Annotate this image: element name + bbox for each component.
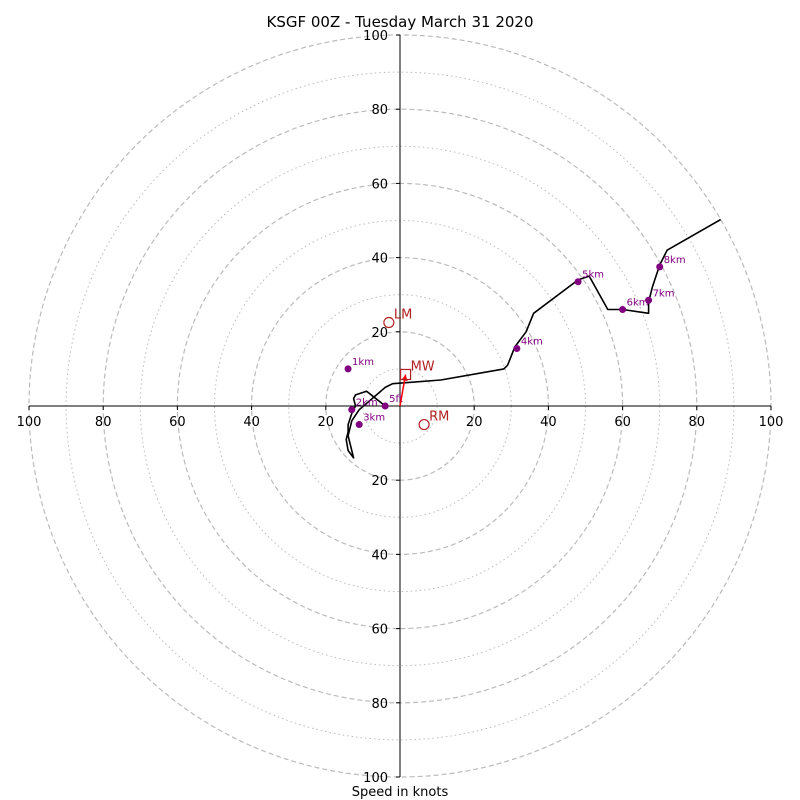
storm-motion-label: LM <box>394 308 412 323</box>
height-marker <box>656 263 664 271</box>
y-tick-label: 80 <box>371 103 388 118</box>
x-tick-label: 100 <box>759 415 784 430</box>
height-marker-label: 6km <box>627 298 649 309</box>
height-marker-label: 3km <box>363 413 385 424</box>
x-tick-label: 80 <box>689 415 706 430</box>
height-marker <box>513 344 521 352</box>
y-tick-label: 80 <box>371 697 388 712</box>
height-marker-label: 4km <box>521 336 543 347</box>
height-marker-label: 7km <box>653 288 675 299</box>
x-tick-label: 40 <box>540 415 557 430</box>
storm-motion-label: RM <box>429 410 449 425</box>
height-marker-label: 1km <box>352 357 374 368</box>
y-tick-label: 40 <box>371 252 388 267</box>
height-marker <box>355 421 363 429</box>
height-marker <box>574 278 582 286</box>
x-tick-label: 60 <box>169 415 186 430</box>
height-marker <box>645 296 653 304</box>
height-marker <box>348 406 356 414</box>
y-tick-label: 60 <box>371 177 388 192</box>
mean-wind-arrowhead <box>401 374 408 382</box>
x-tick-label: 100 <box>17 415 42 430</box>
storm-motion-markers: LM RM MW <box>383 308 449 431</box>
x-axis-label: Speed in knots <box>352 785 449 800</box>
x-tick-label: 80 <box>95 415 112 430</box>
axis-tick-labels: 100 80 60 40 20 20 40 60 80 100 100 80 60 40 20 20 40 60 8… <box>17 29 784 786</box>
height-markers: 5ft 1km 2km 3km 4km 5km 6km 7km 8km <box>344 255 686 429</box>
y-tick-label: 40 <box>371 548 388 563</box>
chart-title: KSGF 00Z - Tuesday March 31 2020 <box>266 13 533 31</box>
y-tick-label: 20 <box>371 326 388 341</box>
height-marker-label: 2km <box>356 398 378 409</box>
height-marker <box>344 365 352 373</box>
y-tick-label: 100 <box>363 29 388 44</box>
wind-trace-line <box>345 190 771 459</box>
y-tick-label: 20 <box>371 474 388 489</box>
y-tick-label: 100 <box>363 771 388 786</box>
height-marker-label: 8km <box>664 255 686 266</box>
height-marker-label: 5km <box>582 270 604 281</box>
x-tick-label: 40 <box>243 415 260 430</box>
height-marker-label: 5ft <box>389 394 403 405</box>
storm-motion-label: MW <box>411 359 435 374</box>
x-tick-label: 20 <box>466 415 483 430</box>
mean-wind-marker <box>399 368 412 381</box>
y-tick-label: 60 <box>371 623 388 638</box>
height-marker <box>619 306 627 314</box>
storm-motion-marker <box>418 418 430 431</box>
storm-motion-marker <box>383 316 395 329</box>
height-marker <box>381 402 389 410</box>
wind-trace <box>345 190 771 459</box>
x-tick-label: 20 <box>318 415 335 430</box>
x-tick-label: 60 <box>614 415 631 430</box>
